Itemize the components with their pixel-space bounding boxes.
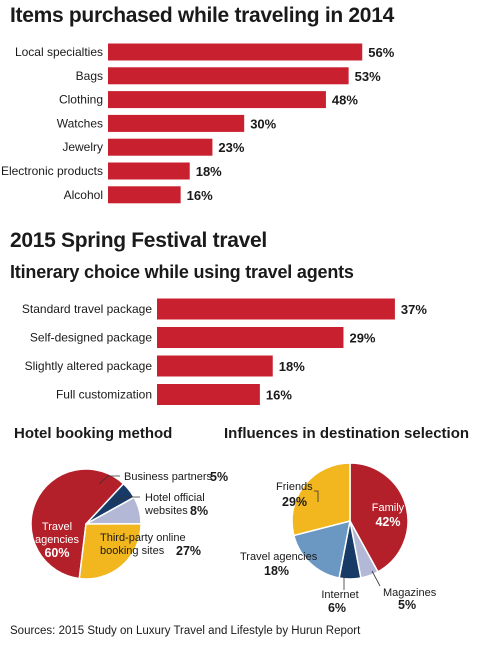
pie-slice-value: 8% (190, 504, 208, 518)
pie-slice-value: 60% (44, 546, 69, 560)
bar (108, 114, 245, 132)
chart-title-destination-influences: Influences in destination selection (224, 425, 470, 442)
bar-value-label: 16% (266, 388, 292, 403)
pie-slice-value: 5% (210, 470, 228, 484)
bar-category-label: Self-designed package (30, 331, 152, 345)
pie-slice-value: 5% (398, 598, 416, 612)
bar-value-label: 37% (401, 302, 427, 317)
bar-category-label: Full customization (56, 388, 152, 402)
bar-value-label: 56% (368, 45, 394, 60)
pie-slice-value: 42% (375, 515, 400, 529)
bar-category-label: Watches (57, 116, 103, 130)
pie-slice-label: websites (144, 505, 188, 517)
leader-line (314, 490, 319, 502)
pie-slice-label: Travel (42, 521, 72, 533)
bar-value-label: 48% (332, 93, 358, 108)
bar-category-label: Jewelry (62, 140, 103, 154)
chart-title-items-purchased: Items purchased while traveling in 2014 (10, 4, 394, 27)
pie-slice-label: Internet (321, 589, 358, 601)
pie-slice (291, 462, 351, 537)
chart-title-itinerary-choice: Itinerary choice while using travel agen… (10, 262, 354, 282)
section-title-spring-festival: 2015 Spring Festival travel (10, 229, 267, 252)
pie-slice-value: 27% (176, 544, 201, 558)
bar-value-label: 53% (355, 69, 381, 84)
pie-slice-value: 6% (328, 601, 346, 615)
bar-category-label: Bags (76, 69, 103, 83)
bar (157, 298, 395, 320)
bar (108, 67, 349, 85)
bar (157, 384, 260, 405)
bar (108, 138, 213, 156)
pie-slice-label: Friends (276, 481, 313, 493)
bar-value-label: 18% (279, 359, 305, 374)
bar-value-label: 30% (250, 116, 276, 131)
bar-value-label: 29% (349, 331, 375, 346)
pie-slice-label: Business partners (124, 471, 213, 483)
bar-category-label: Standard travel package (22, 302, 152, 316)
bar-category-label: Electronic products (1, 164, 103, 178)
pie-slice-label: Third-party online (100, 532, 186, 544)
pie-slice-value: 18% (264, 564, 289, 578)
bar-category-label: Local specialties (15, 45, 103, 59)
bar-chart-itinerary-choice: Standard travel package 37% Self-designed … (22, 298, 427, 405)
pie-slice-label: agencies (35, 534, 80, 546)
pie-slice (349, 462, 409, 573)
bar-value-label: 16% (187, 188, 213, 203)
leader-line (112, 496, 140, 504)
bar (157, 355, 273, 377)
pie-slice (78, 523, 142, 580)
bar-category-label: Clothing (59, 93, 103, 107)
pie-slice-label: Family (372, 502, 405, 514)
bar-chart-items-purchased: Local specialties 56% Bags 53% Clothing 48% Wa… (1, 43, 395, 204)
leader-line (371, 570, 381, 587)
leader-line (98, 475, 120, 485)
pie-slice (292, 519, 351, 579)
bar (108, 43, 363, 61)
pie-slice (30, 468, 125, 580)
chart-title-hotel-booking: Hotel booking method (14, 425, 173, 442)
pie-slice-label: Hotel official (145, 492, 205, 504)
pie-slice-label: Travel agencies (240, 551, 318, 563)
bar (157, 327, 344, 348)
source-note: Sources: 2015 Study on Luxury Travel and… (10, 625, 361, 637)
bar-value-label: 18% (196, 164, 222, 179)
bar-category-label: Slightly altered package (25, 359, 153, 373)
pie-slice-label: Magazines (383, 587, 437, 599)
pie-slice-value: 29% (282, 495, 307, 509)
bar (108, 91, 326, 109)
pie-slice-label: booking sites (100, 545, 165, 557)
bar (108, 162, 190, 180)
bar-category-label: Alcohol (64, 188, 103, 202)
bar (108, 186, 181, 204)
bar-value-label: 23% (218, 140, 244, 155)
